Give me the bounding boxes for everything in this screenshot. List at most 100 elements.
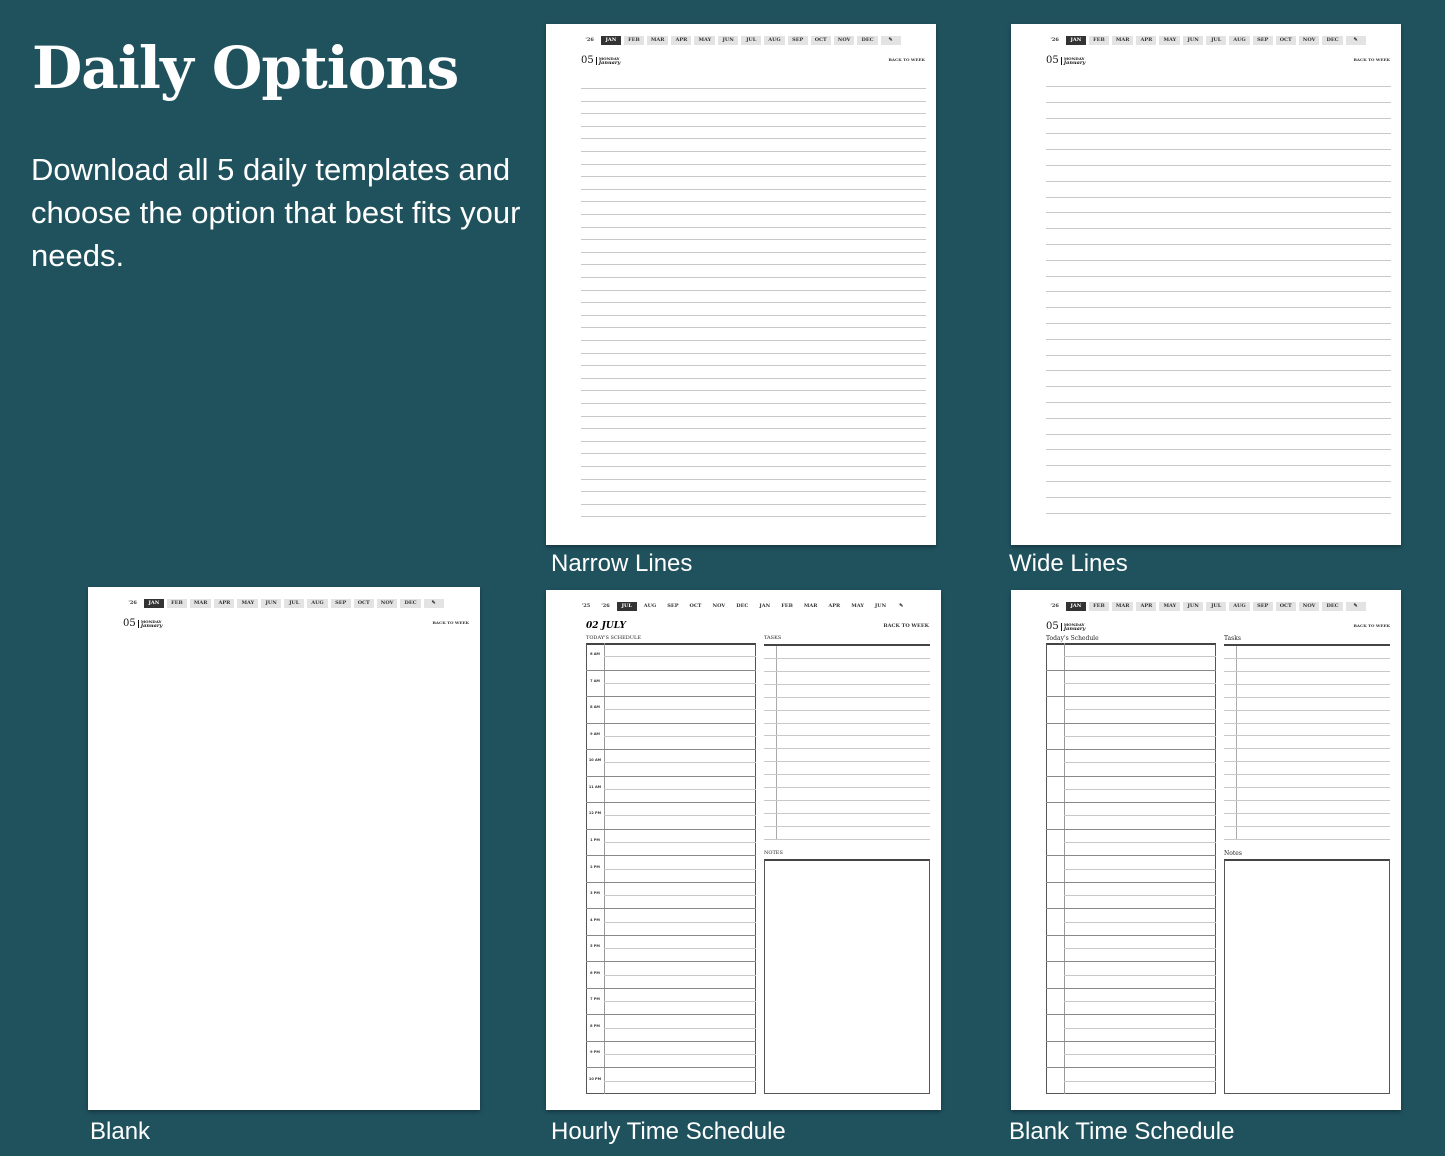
month-tab-sep[interactable]: SEP: [1252, 36, 1273, 45]
hour-label: 9 AM: [590, 731, 600, 736]
half-hour-line: [604, 974, 756, 976]
month-tab-jun[interactable]: JUN: [718, 36, 739, 45]
month-tab-feb[interactable]: FEB: [1088, 36, 1109, 45]
month-tab-dec[interactable]: DEC: [1322, 602, 1343, 611]
month-tab-jun[interactable]: JUN: [261, 599, 282, 608]
month-tab-nov[interactable]: NOV: [1298, 36, 1320, 45]
back-to-week-link[interactable]: BACK TO WEEK: [1353, 623, 1390, 628]
month-tab-jun[interactable]: JUN: [1183, 602, 1204, 611]
month-tab-mar[interactable]: MAR: [646, 36, 669, 45]
year-tab[interactable]: '26: [1050, 37, 1059, 43]
back-to-week-link[interactable]: BACK TO WEEK: [432, 620, 469, 625]
ruled-line: [764, 761, 930, 763]
hour-divider: [586, 855, 756, 857]
year-tab[interactable]: '26: [1050, 603, 1059, 609]
pencil-icon[interactable]: ✎: [899, 603, 904, 609]
month-tab-jul[interactable]: JUL: [616, 602, 637, 611]
month-tab-aug[interactable]: AUG: [764, 36, 785, 45]
month-tab-jul[interactable]: JUL: [284, 599, 305, 608]
hour-divider: [586, 669, 756, 671]
month-tab-nov[interactable]: NOV: [712, 603, 726, 609]
ruled-line: [764, 825, 930, 827]
blank-schedule-template[interactable]: '26 JAN FEB MAR APR MAY JUN JUL AUG SEP OCT NOV DEC ✎…: [1011, 590, 1401, 1110]
page-title: Daily Options: [32, 34, 459, 102]
year-tab[interactable]: '26: [601, 603, 610, 609]
ruled-line: [581, 176, 926, 178]
month-tab-jun[interactable]: JUN: [1183, 36, 1204, 45]
ruled-line: [581, 377, 926, 379]
month-tab-apr[interactable]: APR: [828, 603, 841, 609]
month-tab-nov[interactable]: NOV: [1298, 602, 1320, 611]
month-tab-may[interactable]: MAY: [237, 599, 259, 608]
back-to-week-link[interactable]: BACK TO WEEK: [888, 57, 925, 62]
month-tab-oct[interactable]: OCT: [1275, 36, 1296, 45]
month-tab-feb[interactable]: FEB: [166, 599, 187, 608]
ruled-line: [1046, 244, 1391, 245]
month-tab-aug[interactable]: AUG: [307, 599, 328, 608]
pencil-icon[interactable]: ✎: [1345, 602, 1366, 611]
year-tab[interactable]: '26: [585, 37, 594, 43]
month-tab-apr[interactable]: APR: [1136, 36, 1157, 45]
month-tab-oct[interactable]: OCT: [810, 36, 831, 45]
month-tab-dec[interactable]: DEC: [736, 603, 749, 609]
month-tab-feb[interactable]: FEB: [623, 36, 644, 45]
month-tab-oct[interactable]: OCT: [1275, 602, 1296, 611]
pencil-icon[interactable]: ✎: [880, 36, 901, 45]
hourly-schedule-template[interactable]: '25 '26 JUL AUG SEP OCT NOV DEC JAN FEB MAR APR MAY J…: [546, 590, 941, 1110]
month-tab-nov[interactable]: NOV: [833, 36, 855, 45]
month-tab-jul[interactable]: JUL: [1206, 602, 1227, 611]
month-tab-oct[interactable]: OCT: [353, 599, 374, 608]
narrow-lines-template[interactable]: '26 JAN FEB MAR APR MAY JUN JUL AUG SEP OCT NOV DEC ✎…: [546, 24, 936, 545]
month-tab-jan[interactable]: JAN: [600, 36, 621, 45]
month-tab-jul[interactable]: JUL: [741, 36, 762, 45]
month-tab-mar[interactable]: MAR: [803, 603, 818, 609]
month-tab-jun[interactable]: JUN: [874, 603, 887, 609]
ruled-line: [764, 735, 930, 737]
ruled-line: [581, 113, 926, 115]
hour-divider: [1046, 828, 1216, 830]
month-tab-mar[interactable]: MAR: [1111, 36, 1134, 45]
month-tab-feb[interactable]: FEB: [781, 603, 793, 609]
year-tab[interactable]: '25: [581, 603, 591, 609]
month-tab-feb[interactable]: FEB: [1088, 602, 1109, 611]
month-tab-jan[interactable]: JAN: [1065, 36, 1086, 45]
month-tab-dec[interactable]: DEC: [857, 36, 878, 45]
month-tab-jan[interactable]: JAN: [759, 603, 771, 609]
back-to-week-link[interactable]: BACK TO WEEK: [1353, 57, 1390, 62]
month-tab-mar[interactable]: MAR: [1111, 602, 1134, 611]
year-tab[interactable]: '26: [128, 600, 137, 606]
blank-template[interactable]: '26 JAN FEB MAR APR MAY JUN JUL AUG SEP OCT NOV DEC ✎…: [88, 587, 480, 1110]
pencil-icon[interactable]: ✎: [423, 599, 444, 608]
month-tab-nov[interactable]: NOV: [376, 599, 398, 608]
month-tab-jul[interactable]: JUL: [1206, 36, 1227, 45]
month-tab-sep[interactable]: SEP: [667, 603, 679, 609]
month-tab-aug[interactable]: AUG: [1229, 602, 1250, 611]
month-tab-apr[interactable]: APR: [214, 599, 235, 608]
ruled-line: [1046, 354, 1391, 356]
hour-label: 4 PM: [590, 917, 600, 922]
month-tab-apr[interactable]: APR: [1136, 602, 1157, 611]
month-tab-may[interactable]: MAY: [694, 36, 716, 45]
month-tabs: '26 JAN FEB MAR APR MAY JUN JUL AUG SEP OCT NOV DEC ✎: [1011, 36, 1401, 45]
back-to-week-link[interactable]: BACK TO WEEK: [883, 623, 929, 629]
month-tab-jan[interactable]: JAN: [1065, 602, 1086, 611]
month-tab-may[interactable]: MAY: [1159, 36, 1181, 45]
month-tab-dec[interactable]: DEC: [1322, 36, 1343, 45]
ruled-line: [1046, 101, 1391, 103]
month-tab-aug[interactable]: AUG: [1229, 36, 1250, 45]
month-tab-may[interactable]: MAY: [1159, 602, 1181, 611]
month-tab-mar[interactable]: MAR: [189, 599, 212, 608]
wide-lines-template[interactable]: '26 JAN FEB MAR APR MAY JUN JUL AUG SEP OCT NOV DEC ✎…: [1011, 24, 1401, 545]
month-tab-sep[interactable]: SEP: [1252, 602, 1273, 611]
month-tab-oct[interactable]: OCT: [689, 603, 702, 609]
hour-divider: [586, 1040, 756, 1042]
month-tab-sep[interactable]: SEP: [787, 36, 808, 45]
month-tab-may[interactable]: MAY: [851, 603, 864, 609]
pencil-icon[interactable]: ✎: [1345, 36, 1366, 45]
month-tab-apr[interactable]: APR: [671, 36, 692, 45]
month-tab-aug[interactable]: AUG: [643, 603, 657, 609]
month-tab-sep[interactable]: SEP: [330, 599, 351, 608]
month-tab-dec[interactable]: DEC: [400, 599, 421, 608]
ruled-line: [581, 151, 926, 152]
month-tab-jan[interactable]: JAN: [143, 599, 164, 608]
